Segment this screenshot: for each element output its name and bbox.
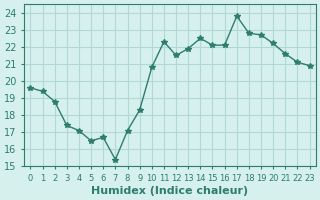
X-axis label: Humidex (Indice chaleur): Humidex (Indice chaleur) xyxy=(92,186,249,196)
